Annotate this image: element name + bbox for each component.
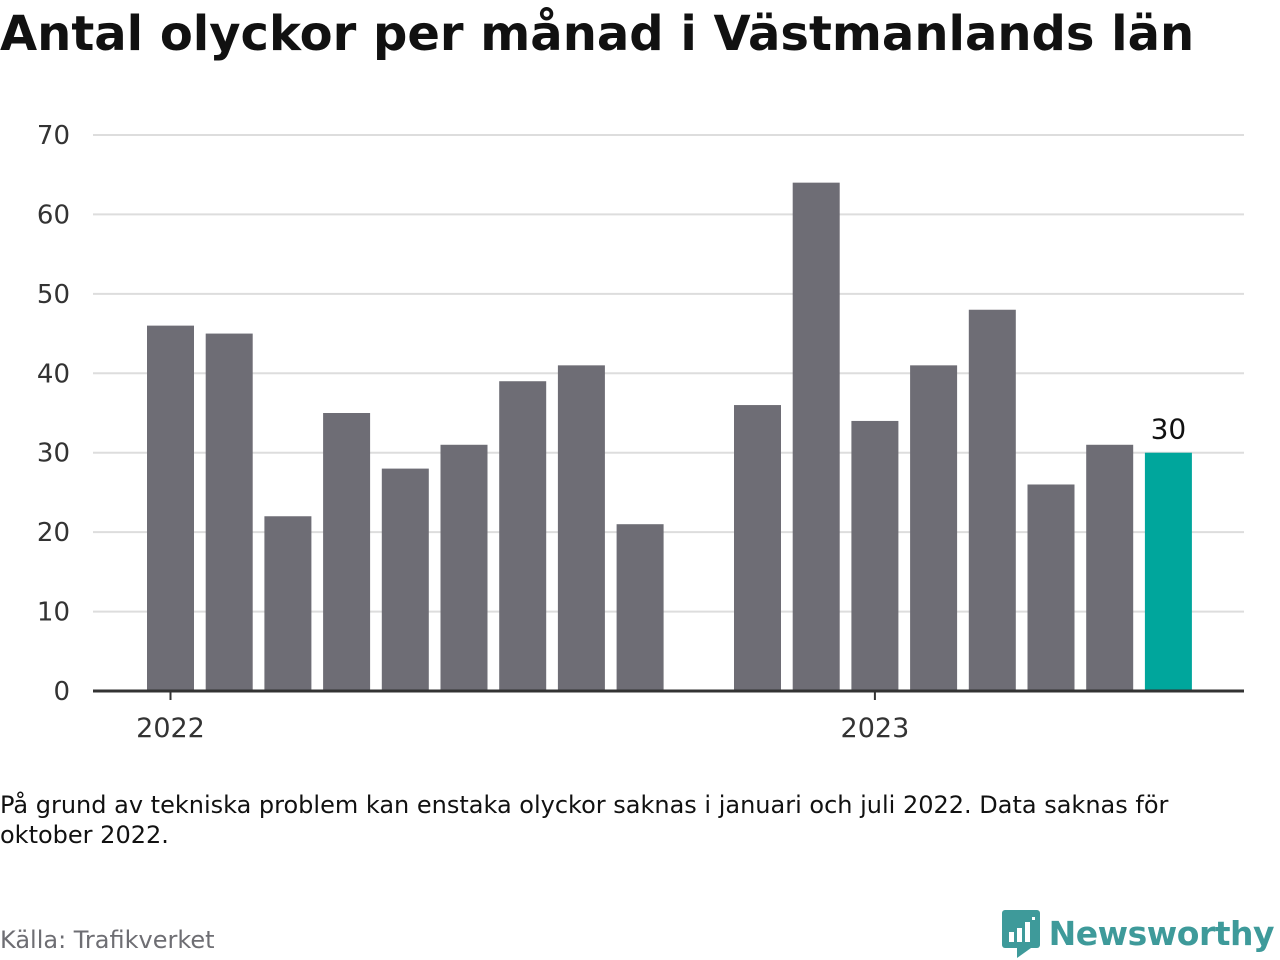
y-tick-label: 30 bbox=[37, 439, 70, 469]
newsworthy-logo-icon bbox=[1001, 910, 1040, 958]
bar bbox=[616, 524, 664, 691]
bar bbox=[1086, 444, 1134, 691]
bars bbox=[147, 182, 1192, 691]
bar bbox=[381, 468, 429, 691]
y-tick-label: 0 bbox=[53, 677, 70, 707]
bar bbox=[1144, 452, 1192, 691]
bar bbox=[499, 381, 547, 691]
y-tick-label: 60 bbox=[37, 200, 70, 230]
bar bbox=[792, 182, 840, 691]
x-tick-label: 2023 bbox=[841, 713, 910, 744]
bar bbox=[851, 420, 899, 691]
bar bbox=[557, 365, 605, 691]
y-tick-label: 40 bbox=[37, 359, 70, 389]
y-tick-label: 70 bbox=[37, 121, 70, 151]
y-tick-label: 10 bbox=[37, 598, 70, 628]
bar bbox=[440, 444, 488, 691]
data-label: 30 bbox=[1151, 413, 1187, 446]
bar bbox=[734, 405, 781, 691]
bar bbox=[968, 309, 1016, 691]
source-credit: Källa: Trafikverket bbox=[0, 926, 215, 954]
bar bbox=[1027, 484, 1075, 691]
bar bbox=[264, 516, 312, 691]
bar-chart: 0 10 20 30 40 50 60 70 2022 2023 30 bbox=[37, 121, 1244, 744]
annotations: 30 bbox=[1151, 413, 1187, 446]
x-axis-ticks: 2022 2023 bbox=[136, 691, 909, 744]
y-tick-label: 20 bbox=[37, 518, 70, 548]
chart-note: På grund av tekniska problem kan enstaka… bbox=[0, 791, 1169, 849]
y-axis-ticks: 0 10 20 30 40 50 60 70 bbox=[37, 121, 70, 707]
brand-logo: Newsworthy bbox=[1001, 908, 1275, 958]
chart-title: Antal olyckor per månad i Västmanlands l… bbox=[0, 6, 1195, 62]
y-tick-label: 50 bbox=[37, 280, 70, 310]
bar bbox=[910, 365, 958, 691]
bar bbox=[147, 325, 194, 691]
bar bbox=[205, 333, 253, 691]
bar bbox=[323, 413, 371, 691]
brand-name: Newsworthy bbox=[1048, 913, 1275, 953]
x-tick-label: 2022 bbox=[136, 713, 205, 744]
